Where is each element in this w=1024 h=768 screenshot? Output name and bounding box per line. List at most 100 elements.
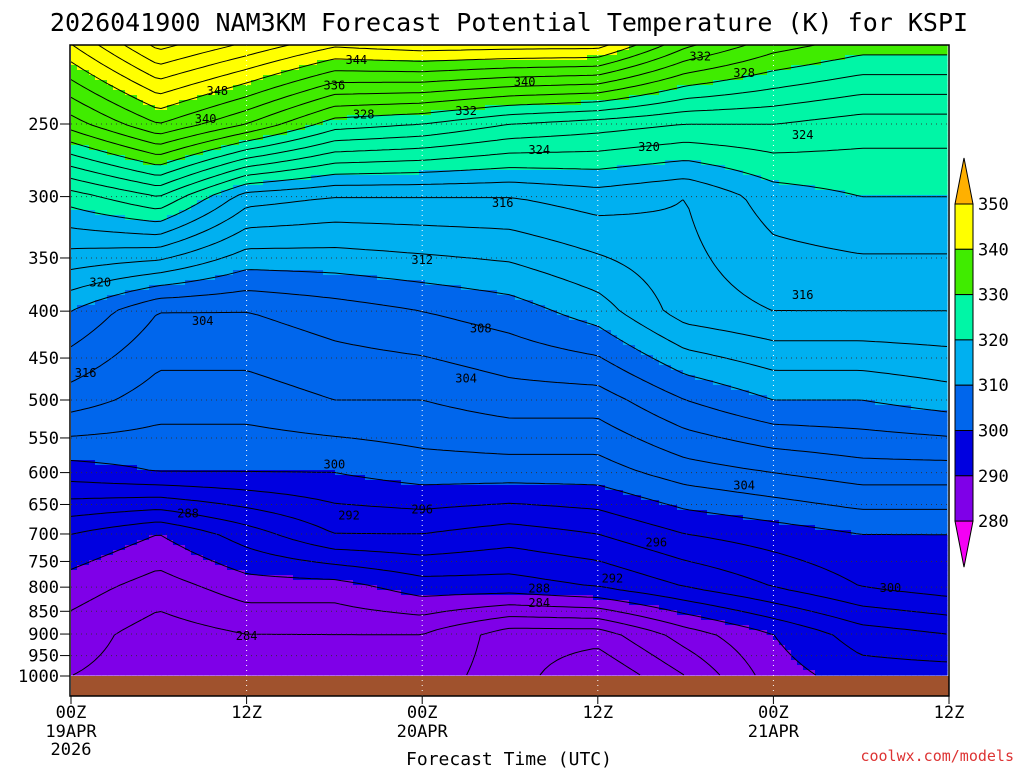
contour-label: 328 (353, 107, 375, 121)
contour-314 (71, 221, 948, 347)
y-tick-label: 600 (28, 464, 59, 484)
contour-332 (71, 45, 815, 155)
y-tick-label: 900 (28, 625, 59, 645)
contour-290 (71, 534, 816, 676)
y-tick-label: 650 (28, 495, 59, 515)
contour-334 (71, 45, 747, 145)
y-tick-label: 500 (28, 391, 59, 411)
y-tick-label: 350 (28, 249, 59, 269)
colorbar-swatch (954, 203, 974, 250)
x-tick-label: 00Z (56, 703, 87, 723)
plot-frame (69, 44, 950, 697)
contour-label: 304 (455, 372, 477, 386)
colorbar-swatch (954, 384, 974, 432)
y-tick-label: 300 (28, 188, 59, 208)
contour-322 (71, 141, 947, 210)
contour-label: 288 (177, 507, 199, 521)
contour-328 (71, 74, 947, 176)
y-tick-label: 700 (28, 525, 59, 545)
y-tick-label: 800 (28, 578, 59, 598)
contour-label: 304 (192, 314, 214, 328)
contour-312 (71, 247, 948, 383)
contour-284 (466, 627, 685, 676)
y-tick-label: 250 (28, 115, 59, 135)
contour-label: 284 (236, 629, 258, 643)
grid-lines (71, 45, 949, 696)
colorbar-label: 350 (978, 195, 1009, 215)
colorbar-label: 310 (978, 376, 1009, 396)
colorbar-arrow-top (954, 157, 974, 205)
contour-label: 312 (411, 253, 433, 267)
contour-318 (71, 178, 947, 255)
contour-288 (71, 570, 756, 676)
contour-300 (71, 460, 947, 536)
x-tick-label: 00Z (407, 703, 438, 723)
contour-286 (72, 611, 721, 676)
contour-label: 320 (89, 275, 111, 289)
contour-label: 328 (733, 66, 755, 80)
colorbar-swatch (954, 475, 974, 522)
contour-338 (71, 45, 665, 124)
x-tick-date: 21APR (748, 722, 800, 742)
contour-label: 332 (689, 49, 711, 63)
colorbar: 280 290 300 310 320 330 340 350 (954, 157, 1009, 568)
contour-292 (71, 521, 948, 663)
x-tick-label: 12Z (231, 703, 262, 723)
y-tick-label: 400 (28, 302, 59, 322)
x-tick-label: 12Z (582, 703, 613, 723)
chart-title: 2026041900 NAM3KM Forecast Potential Tem… (50, 8, 968, 37)
contour-348 (149, 45, 178, 50)
contour-308 (71, 290, 948, 437)
x-axis-label: Forecast Time (UTC) (406, 749, 612, 768)
y-tick-label: 550 (28, 429, 59, 449)
contour-label: 324 (792, 128, 814, 142)
contour-label: 324 (528, 143, 550, 157)
credit-text: coolwx.com/models (860, 747, 1014, 765)
contour-342 (72, 45, 609, 95)
contour-label: 344 (346, 53, 368, 67)
contour-label: 316 (75, 366, 97, 380)
contour-labels: 344 348 336 340 332 328 332 340 328 324 324 320 316 3… (75, 49, 902, 642)
contour-label: 316 (492, 196, 514, 210)
contour-294 (71, 509, 948, 635)
colorbar-arrow-bottom (954, 520, 974, 568)
y-tick-label: 850 (28, 602, 59, 622)
colorbar-label: 340 (978, 240, 1009, 260)
contour-label: 340 (195, 112, 217, 126)
x-tick-date: 20APR (397, 722, 449, 742)
contour-344 (98, 45, 290, 80)
x-tick-date: 19APR (45, 722, 97, 742)
contour-302 (71, 423, 947, 510)
contour-label: 300 (324, 458, 346, 472)
colorbar-label: 280 (978, 512, 1009, 532)
contour-label: 292 (602, 572, 624, 586)
contour-282 (539, 648, 641, 676)
colorbar-swatch (954, 294, 974, 341)
contour-label: 292 (338, 508, 360, 522)
y-tick-label: 450 (28, 349, 59, 369)
contour-330 (71, 54, 947, 166)
contour-316 (71, 197, 947, 312)
contour-label: 332 (455, 104, 477, 118)
y-axis: 250 300 350 400 450 500 550 600 650 700 750 800 850 9… (18, 115, 70, 687)
contour-label: 336 (324, 79, 346, 93)
contour-label: 304 (733, 479, 755, 493)
contour-326 (71, 93, 947, 186)
contour-label: 308 (470, 322, 492, 336)
y-tick-label: 950 (28, 647, 59, 667)
ground-bar (71, 676, 949, 696)
colorbar-label: 320 (978, 331, 1009, 351)
contour-340 (71, 45, 637, 109)
theta-color-field (71, 45, 948, 676)
contour-label: 288 (528, 582, 550, 596)
y-tick-label: 1000 (18, 667, 59, 687)
contour-label: 296 (645, 535, 667, 549)
x-tick-year: 2026 (51, 740, 92, 760)
colorbar-swatch (954, 339, 974, 386)
colorbar-swatch (954, 248, 974, 296)
colorbar-label: 330 (978, 286, 1009, 306)
x-tick-label: 00Z (758, 703, 789, 723)
colorbar-label: 300 (978, 422, 1009, 442)
y-tick-label: 750 (28, 552, 59, 572)
contour-304 (71, 369, 947, 486)
